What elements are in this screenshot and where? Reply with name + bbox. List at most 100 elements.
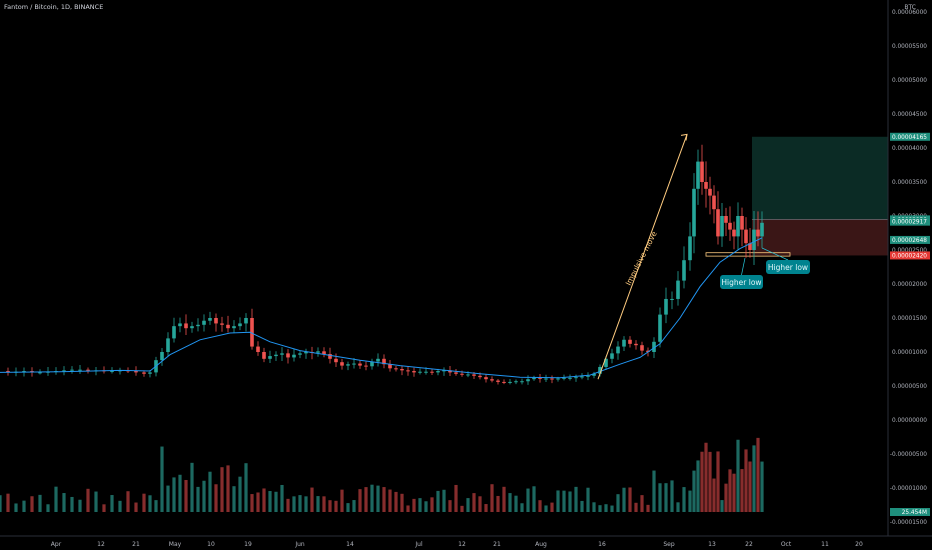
candle-body (514, 381, 518, 383)
volume-bar (490, 484, 494, 512)
candle-body (430, 371, 434, 373)
candle-body (592, 373, 596, 376)
volume-bar (358, 489, 362, 512)
candle-body (262, 352, 266, 359)
volume-bar (172, 477, 176, 512)
volume-bar (634, 502, 638, 512)
volume-bar (592, 502, 596, 512)
candle-body (148, 372, 152, 374)
time-tick: 19 (244, 541, 252, 548)
symbol-title: Fantom / Bitcoin, 1D, BINANCE (4, 3, 104, 11)
higher-low-2-pointer (761, 247, 789, 261)
candle-body (586, 375, 590, 377)
volume-bar (54, 486, 58, 512)
volume-bar (744, 449, 748, 512)
price-tick: 0.00004500 (892, 112, 927, 118)
price-badge (890, 251, 930, 260)
volume-bar (550, 502, 554, 512)
candle-body (142, 372, 146, 374)
volume-bar (478, 496, 482, 512)
candle-body (86, 369, 90, 371)
volume-bar (322, 496, 326, 512)
candle-body (208, 318, 212, 321)
volume-bar (6, 493, 10, 512)
time-tick: Apr (51, 541, 62, 548)
volume-bar (688, 490, 692, 512)
candle-body (454, 372, 458, 374)
price-badge-label: 0.00004165 (892, 135, 927, 141)
candle-body (484, 377, 488, 380)
candle-body (166, 338, 170, 352)
candle-body (334, 358, 338, 363)
candle-body (160, 352, 164, 361)
candle-body (6, 371, 10, 373)
candle-body (238, 323, 242, 327)
volume-bar (442, 489, 446, 512)
loss-zone (752, 219, 888, 256)
volume-bar (184, 479, 188, 512)
volume-bar (334, 500, 338, 512)
volume-bar (238, 476, 242, 512)
volume-bar (286, 498, 290, 512)
volume-bar (22, 500, 26, 512)
candle-body (298, 353, 302, 355)
volume-bar (316, 496, 320, 512)
candle-body (406, 370, 410, 372)
volume-bar (160, 446, 164, 512)
volume-bar (664, 483, 668, 512)
volume-bar (166, 485, 170, 512)
candle-body (556, 378, 560, 380)
candle-body (744, 229, 748, 244)
volume-bar (208, 471, 212, 512)
candle-body (688, 236, 692, 261)
candle-body (490, 379, 494, 381)
volume-bar (412, 498, 416, 512)
candle-body (696, 161, 700, 189)
candle-body (538, 377, 542, 379)
candle-body (640, 345, 644, 351)
time-tick: 16 (598, 541, 606, 548)
candle-body (598, 366, 602, 374)
candle-body (634, 343, 638, 346)
higher-low-1-box (720, 275, 763, 289)
candle-body (448, 370, 452, 373)
impulsive-move-label: Impulsive move (624, 229, 659, 286)
candle-body (478, 375, 482, 378)
candle-body (370, 361, 374, 367)
time-tick: Sep (663, 541, 675, 548)
price-badge-label: 0.00002648 (892, 238, 927, 244)
volume-bar (70, 496, 74, 512)
price-axis: 0.00006000 0.00005500 0.00005000 0.00004500… (887, 0, 930, 536)
volume-bar (298, 495, 302, 512)
candle-body (700, 161, 704, 182)
candle-body (220, 323, 224, 325)
volume-bar (736, 439, 740, 512)
price-tick: 0.00000500 (892, 384, 927, 390)
candle-body (382, 358, 386, 365)
volume-bar (574, 486, 578, 512)
volume-bar (514, 495, 518, 512)
volume-bar (526, 488, 530, 512)
volume-bar (682, 487, 686, 512)
price-tick: -0.00000500 (890, 452, 927, 458)
volume-bar (274, 491, 278, 512)
candle-body (134, 371, 138, 373)
time-tick: 11 (821, 541, 829, 548)
candle-body (364, 365, 368, 367)
volume-bar (708, 451, 712, 512)
volume-bar (340, 489, 344, 512)
candle-body (756, 229, 760, 237)
volume-bar (328, 500, 332, 512)
volume-bar (118, 500, 122, 512)
candle-body (256, 346, 260, 352)
candle-body (460, 373, 464, 375)
volume-bar (394, 491, 398, 512)
trend-arrow (597, 134, 688, 380)
candle-body (580, 376, 584, 378)
price-tick: 0.00004000 (892, 146, 927, 152)
volume-bar (610, 505, 614, 512)
volume-bar (436, 490, 440, 512)
price-tick: 0.00002000 (892, 282, 927, 288)
volume-bar (658, 483, 662, 512)
